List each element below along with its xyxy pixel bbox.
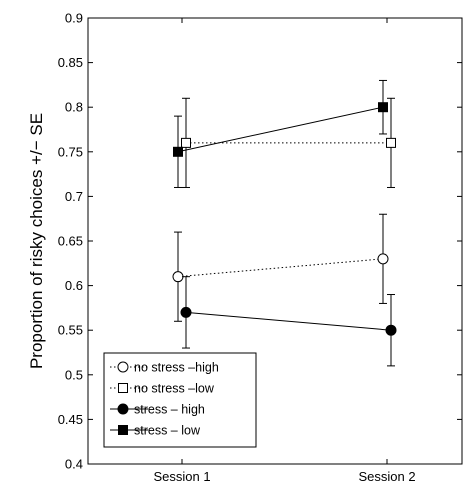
data-point-2-0	[180, 306, 192, 318]
axis-ticks: 0.4 0.45 0.5 0.55 0.6 0.65 0.7 0.75 0.8 0.85 0.9 Se…	[58, 11, 462, 484]
y-tick-label-4: 0.6	[65, 278, 83, 293]
y-axis-label: Proportion of risky choices +/− SE	[27, 113, 46, 369]
legend-marker-2	[117, 403, 129, 415]
series-1	[181, 97, 396, 188]
y-tick-label-7: 0.75	[58, 144, 83, 159]
legend-label-2: stress – high	[134, 403, 205, 417]
x-tick-label-1: Session 2	[358, 469, 415, 484]
series-0	[172, 213, 389, 322]
y-tick-label-5: 0.65	[58, 234, 83, 249]
legend-marker-3	[118, 425, 128, 435]
legend-label-0: no stress –high	[134, 361, 219, 375]
data-point-0-1	[377, 253, 389, 265]
y-tick-label-1: 0.45	[58, 412, 83, 427]
y-tick-label-6: 0.7	[65, 189, 83, 204]
legend: no stress –high no stress –low stress – hi…	[103, 352, 257, 448]
y-tick-label-0: 0.4	[65, 457, 83, 472]
legend-marker-1	[118, 383, 128, 393]
y-tick-label-2: 0.5	[65, 367, 83, 382]
legend-box	[103, 352, 257, 448]
series-line-0	[177, 258, 384, 278]
series-layer	[172, 79, 397, 367]
y-tick-label-8: 0.8	[65, 100, 83, 115]
data-point-3-0	[173, 146, 183, 157]
series-2	[180, 276, 397, 367]
legend-label-3: stress – low	[134, 424, 201, 438]
data-point-2-1	[385, 324, 397, 336]
data-point-1-1	[386, 137, 396, 148]
y-tick-label-9: 0.85	[58, 55, 83, 70]
legend-marker-0	[117, 361, 129, 373]
x-tick-label-0: Session 1	[153, 469, 210, 484]
data-point-0-0	[172, 271, 184, 283]
y-tick-label-3: 0.55	[58, 323, 83, 338]
legend-label-1: no stress –low	[134, 382, 215, 396]
series-3	[173, 79, 388, 188]
data-point-3-1	[378, 102, 388, 113]
series-line-3	[177, 106, 384, 153]
series-line-2	[185, 311, 392, 331]
y-tick-label-10: 0.9	[65, 11, 83, 26]
data-point-1-0	[181, 137, 191, 148]
